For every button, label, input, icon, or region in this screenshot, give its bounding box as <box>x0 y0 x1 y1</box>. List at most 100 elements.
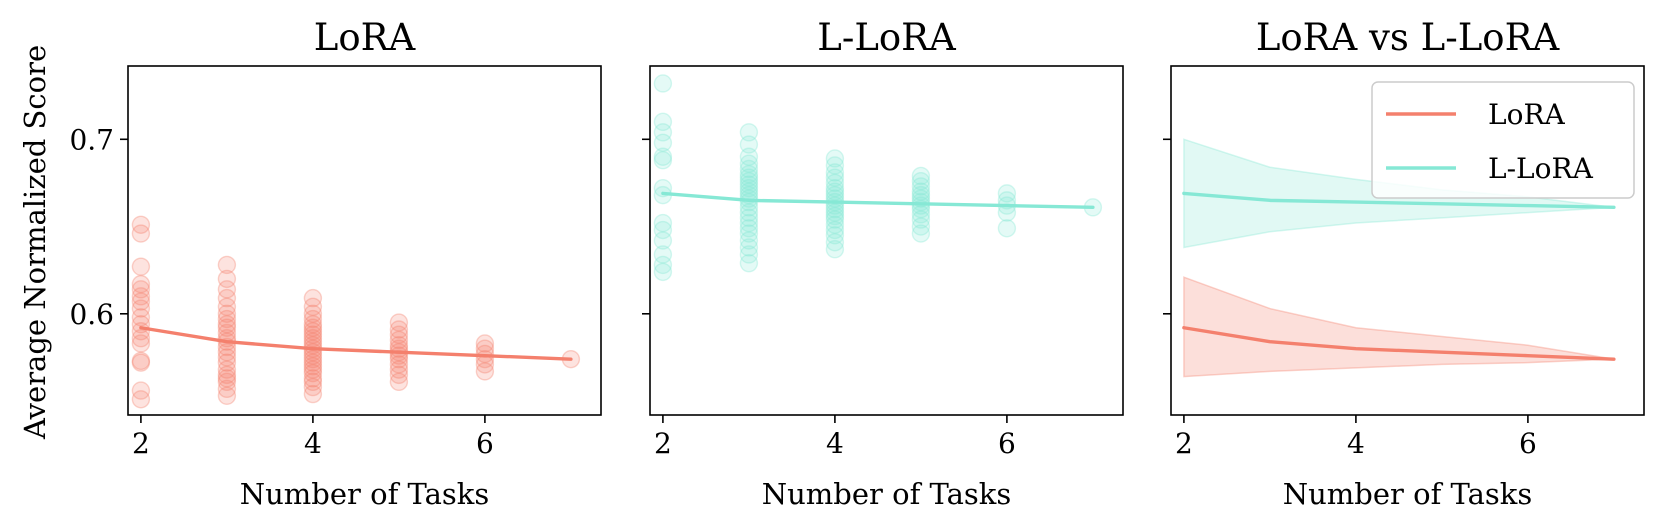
data-point-4-3 <box>825 226 845 245</box>
data-point-2-2 <box>131 381 151 400</box>
data-point-3-15 <box>217 315 237 334</box>
chart-title: LoRA vs L-LoRA <box>1256 16 1561 59</box>
data-point-2-15 <box>131 257 151 276</box>
data-point-4-16 <box>825 173 845 193</box>
data-point-3-22 <box>739 147 759 166</box>
data-point-2-4 <box>131 351 151 371</box>
data-point-6-1 <box>997 219 1017 238</box>
chart-title: LoRA <box>314 16 417 59</box>
data-point-4-20 <box>825 149 845 168</box>
plot-area <box>131 215 581 409</box>
data-point-3-17 <box>217 304 237 323</box>
data-point-4-6 <box>825 210 845 229</box>
data-point-2-12 <box>131 287 151 306</box>
data-point-4-15 <box>303 329 323 348</box>
data-point-5-12 <box>911 171 931 191</box>
data-point-3-21 <box>217 269 237 289</box>
data-point-3-23 <box>739 135 759 154</box>
data-point-2-14 <box>131 274 151 294</box>
data-point-2-16 <box>131 224 151 243</box>
data-point-3-7 <box>217 353 237 372</box>
data-point-3-24 <box>739 123 759 142</box>
data-point-4-17 <box>825 168 845 187</box>
plot-area <box>653 74 1103 282</box>
data-point-3-3 <box>739 238 759 257</box>
data-point-5-11 <box>911 177 931 196</box>
data-point-4-17 <box>303 322 323 341</box>
series-line-LoRA <box>1182 326 1616 361</box>
data-point-3-5 <box>217 365 237 385</box>
data-point-4-22 <box>303 297 323 317</box>
data-point-4-2 <box>825 233 845 252</box>
legend: LoRA L-LoRA <box>1371 81 1635 199</box>
data-point-4-5 <box>825 215 845 234</box>
data-point-5-11 <box>389 325 409 344</box>
series-line-L-LoRA <box>1182 191 1616 210</box>
data-point-3-4 <box>217 369 237 388</box>
legend-entry: LoRA <box>1488 98 1566 131</box>
x-axis-label: Number of Tasks <box>240 477 490 511</box>
data-point-2-3 <box>653 245 673 264</box>
data-point-2-6 <box>653 213 673 233</box>
data-point-3-1 <box>739 253 759 273</box>
data-point-2-12 <box>653 123 673 142</box>
data-point-2-6 <box>131 329 151 348</box>
x-tick-label: 2 <box>132 427 150 460</box>
x-tick-label: 4 <box>826 427 844 460</box>
data-point-2-1 <box>131 390 151 409</box>
data-point-5-4 <box>911 205 931 224</box>
data-point-4-4 <box>303 369 323 388</box>
data-point-2-9 <box>131 308 151 327</box>
band-LoRA <box>1183 276 1615 378</box>
data-point-6-6 <box>475 334 495 353</box>
data-point-2-13 <box>131 280 151 299</box>
data-point-2-14 <box>653 74 673 93</box>
x-tick-label: 2 <box>1175 427 1193 460</box>
data-point-2-2 <box>653 255 673 275</box>
data-point-5-3 <box>911 210 931 229</box>
data-point-3-19 <box>739 164 759 184</box>
data-point-2-9 <box>653 151 673 170</box>
chart-panel-2: L-LoRA Number of Tasks 2 4 6 <box>642 16 1124 511</box>
data-point-4-14 <box>825 182 845 201</box>
x-tick-label: 4 <box>304 427 322 460</box>
data-point-5-10 <box>911 182 931 201</box>
plot-frame <box>1170 65 1645 416</box>
data-point-2-10 <box>653 147 673 166</box>
data-point-3-15 <box>739 178 759 198</box>
data-point-5-2 <box>911 217 931 236</box>
data-point-3-9 <box>739 203 759 222</box>
data-point-2-17 <box>131 215 151 234</box>
x-tick-label: 6 <box>476 427 494 460</box>
data-point-3-17 <box>739 171 759 191</box>
data-point-3-6 <box>217 360 237 379</box>
data-point-4-16 <box>303 325 323 344</box>
data-point-5-1 <box>911 224 931 243</box>
data-point-3-14 <box>217 318 237 337</box>
y-tick-label: 0.6 <box>69 298 114 331</box>
data-point-4-20 <box>303 309 323 329</box>
data-point-3-20 <box>217 280 237 299</box>
data-point-5-1 <box>389 372 409 392</box>
y-tick-label: 0.7 <box>69 123 114 156</box>
data-point-4-15 <box>825 178 845 198</box>
data-point-4-1 <box>825 240 845 259</box>
data-point-3-16 <box>739 175 759 194</box>
data-point-5-12 <box>389 320 409 339</box>
data-point-4-23 <box>303 288 323 308</box>
series-line-lora <box>139 326 573 361</box>
x-axis-label: Number of Tasks <box>762 477 1012 511</box>
data-point-2-10 <box>131 299 151 318</box>
data-point-2-4 <box>653 231 673 250</box>
data-point-5-13 <box>389 313 409 332</box>
data-point-6-5 <box>997 184 1017 203</box>
data-point-3-20 <box>739 159 759 179</box>
data-point-3-22 <box>217 255 237 275</box>
plot-frame <box>649 65 1124 416</box>
data-point-5-13 <box>911 166 931 186</box>
data-point-3-19 <box>217 288 237 308</box>
data-point-4-19 <box>825 156 845 175</box>
data-point-4-3 <box>303 372 323 392</box>
data-point-4-9 <box>303 349 323 369</box>
